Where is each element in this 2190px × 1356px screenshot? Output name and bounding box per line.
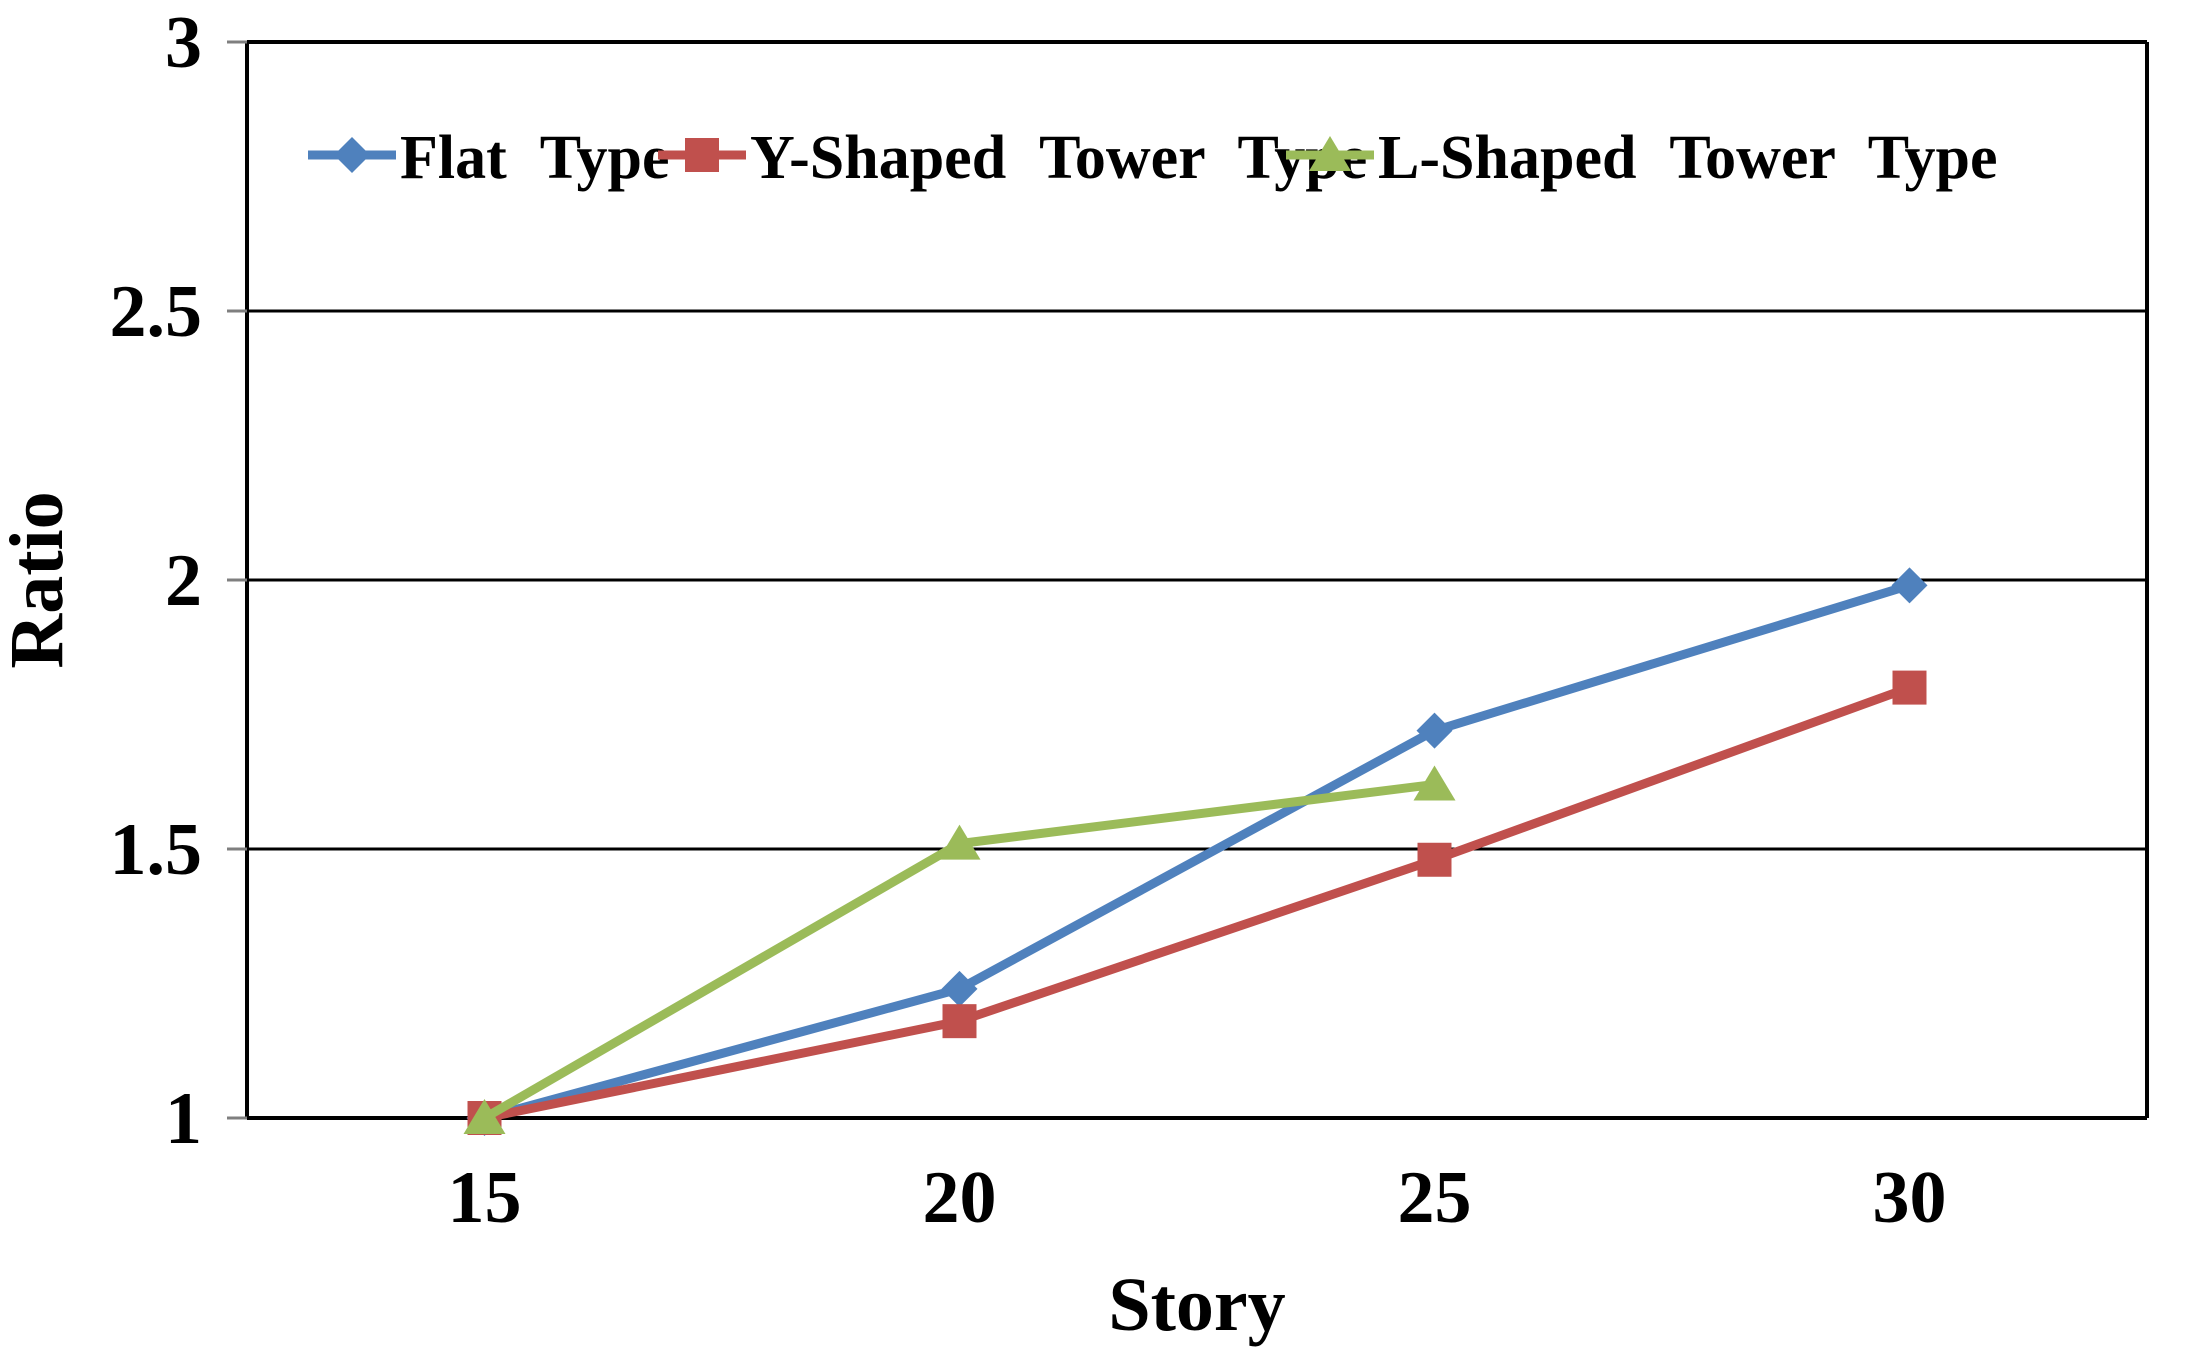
triangle-marker <box>938 824 981 860</box>
y-tick-labels: 1 1.5 2 2.5 3 <box>110 2 203 1160</box>
legend-label: Flat Type <box>400 124 669 192</box>
legend-square-icon <box>685 138 719 172</box>
legend-triangle-icon <box>1309 136 1351 171</box>
y-tick-label: 2.5 <box>110 271 203 353</box>
axis-ticks <box>227 40 247 1120</box>
legend-item-flat-type: Flat Type <box>308 124 669 192</box>
square-marker <box>942 1004 977 1039</box>
legend-label: Y-Shaped Tower Type <box>750 124 1367 192</box>
y-tick-label: 3 <box>165 2 202 84</box>
y-tick-label: 2 <box>165 540 202 622</box>
x-tick-labels: 15 20 25 30 <box>448 1157 1947 1239</box>
y-tick-label: 1.5 <box>110 809 203 891</box>
diamond-marker <box>1891 567 1928 604</box>
series-line-y-shaped-tower-type <box>480 683 1914 1123</box>
y-tick-label: 1 <box>165 1078 202 1160</box>
square-marker <box>1892 670 1927 705</box>
x-axis-title: Story <box>1108 1263 1285 1347</box>
diamond-marker <box>941 970 978 1007</box>
series-l-shaped-tower-type <box>463 765 1456 1134</box>
data-series <box>463 567 1928 1136</box>
legend-item-l-shaped-tower-type: L-Shaped Tower Type <box>1286 124 1998 192</box>
x-tick-label: 30 <box>1873 1157 1947 1239</box>
diamond-marker <box>1416 712 1453 749</box>
legend-item-y-shaped-tower-type: Y-Shaped Tower Type <box>658 124 1367 192</box>
legend-diamond-icon <box>334 137 370 173</box>
triangle-marker <box>1413 765 1456 801</box>
series-flat-type <box>466 567 1928 1136</box>
y-axis-title: Ratio <box>0 491 79 668</box>
triangle-marker <box>463 1099 506 1134</box>
x-tick-label: 20 <box>923 1157 997 1239</box>
series-line-flat-type <box>480 580 1914 1123</box>
gridlines <box>247 40 2147 1120</box>
legend-label: L-Shaped Tower Type <box>1378 124 1998 192</box>
x-tick-label: 15 <box>448 1157 522 1239</box>
legend: Flat Type Y-Shaped Tower Type L-Shaped Tow… <box>308 124 1998 192</box>
square-marker <box>1417 842 1452 877</box>
x-tick-label: 25 <box>1398 1157 1472 1239</box>
